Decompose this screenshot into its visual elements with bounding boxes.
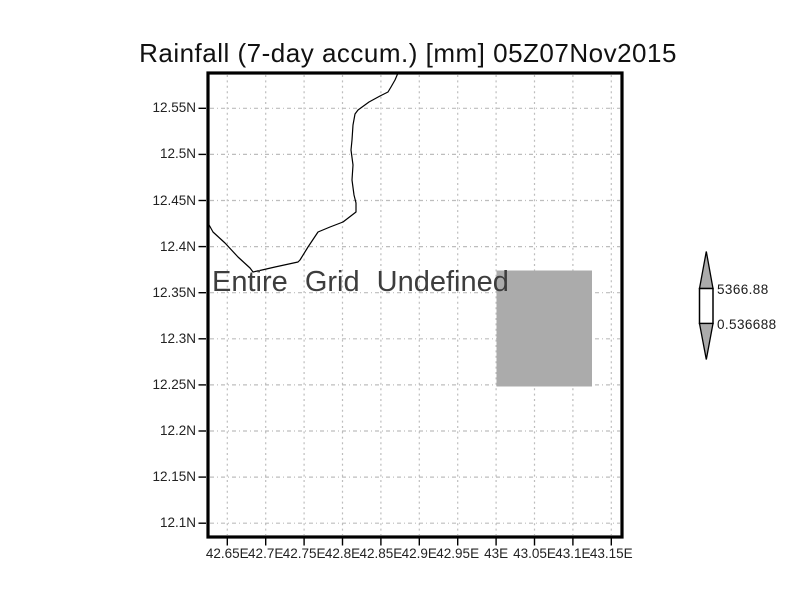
lon-tick-label: 43.15E	[589, 546, 633, 561]
lat-tick-label: 12.15N	[152, 469, 196, 485]
lat-tick-label: 12.3N	[159, 330, 196, 346]
colorbar-top-arrow	[698, 251, 714, 290]
lon-tick-label: 42.8E	[324, 546, 361, 561]
lon-tick-label: 42.65E	[205, 546, 249, 561]
lon-tick-label: 42.9E	[401, 546, 437, 561]
entire-grid-undefined-text: Entire Grid Undefined	[212, 266, 509, 298]
colorbar-min-label: 0.536688	[717, 317, 777, 332]
lon-tick-label: 42.85E	[359, 546, 403, 561]
lat-tick-label: 12.45N	[152, 192, 196, 208]
colorbar-bottom-arrow	[698, 322, 714, 360]
colorbar-max-label: 5366.88	[717, 282, 769, 297]
lon-tick-label: 42.7E	[248, 546, 284, 561]
lon-tick-label: 42.95E	[436, 546, 480, 561]
lat-tick-label: 12.55N	[152, 100, 196, 116]
lat-tick-label: 12.2N	[159, 423, 196, 438]
lat-tick-label: 12.4N	[159, 238, 196, 254]
lat-tick-label: 12.25N	[152, 376, 196, 392]
lat-tick-label: 12.35N	[152, 284, 196, 300]
lat-tick-label: 12.5N	[159, 146, 196, 162]
lon-tick-label: 43.05E	[513, 546, 556, 561]
colorbar-box	[698, 287, 714, 325]
undefined-region-shade	[496, 270, 592, 387]
plot-title: Rainfall (7-day accum.) [mm] 05Z07Nov201…	[139, 38, 677, 68]
coastline	[207, 72, 399, 273]
lon-tick-label: 43E	[484, 546, 509, 561]
plot-frame	[206, 71, 624, 539]
lat-tick-label: 12.1N	[159, 515, 196, 531]
lon-tick-label: 43.1E	[555, 546, 591, 561]
lon-tick-label: 42.75E	[282, 546, 326, 561]
